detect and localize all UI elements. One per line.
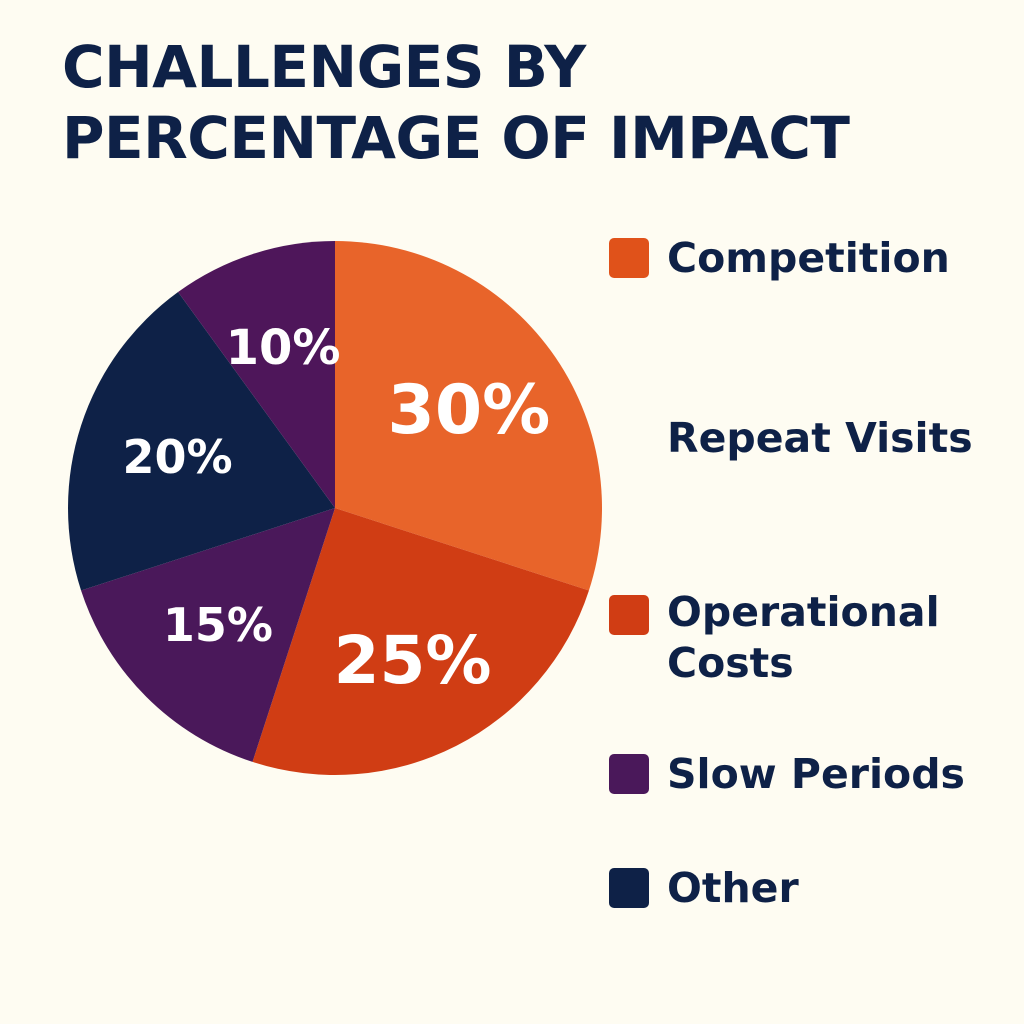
legend-swatch-other (609, 868, 649, 908)
pie-slice-2 (252, 508, 589, 775)
pie-slice-label-3: 15% (163, 598, 273, 652)
legend-swatch-operational-costs (609, 595, 649, 635)
legend-label-operational-costs: Operational Costs (667, 588, 940, 687)
legend-swatch-slow-periods (609, 754, 649, 794)
pie-slice-4 (68, 291, 336, 591)
chart-title-line-2: PERCENTAGE OF IMPACT (62, 104, 850, 172)
pie-slice-label-5: 10% (226, 320, 341, 376)
pie-slice-5 (178, 241, 335, 508)
legend-swatch-competition (609, 238, 649, 278)
pie-slice-3 (81, 508, 336, 762)
legend-label-competition: Competition (667, 234, 950, 282)
legend-label-repeat-visits: Repeat Visits (667, 414, 973, 462)
legend-label-slow-periods: Slow Periods (667, 750, 965, 798)
pie-slice-label-1: 30% (388, 371, 551, 450)
pie-slice-label-4: 20% (123, 430, 233, 484)
legend-label-other: Other (667, 864, 799, 912)
chart-title-line-1: CHALLENGES BY (62, 33, 586, 101)
chart-title: CHALLENGES BY PERCENTAGE OF IMPACT (62, 32, 962, 174)
pie-slice-label-2: 25% (334, 622, 492, 699)
pie-slice-1 (335, 241, 602, 591)
